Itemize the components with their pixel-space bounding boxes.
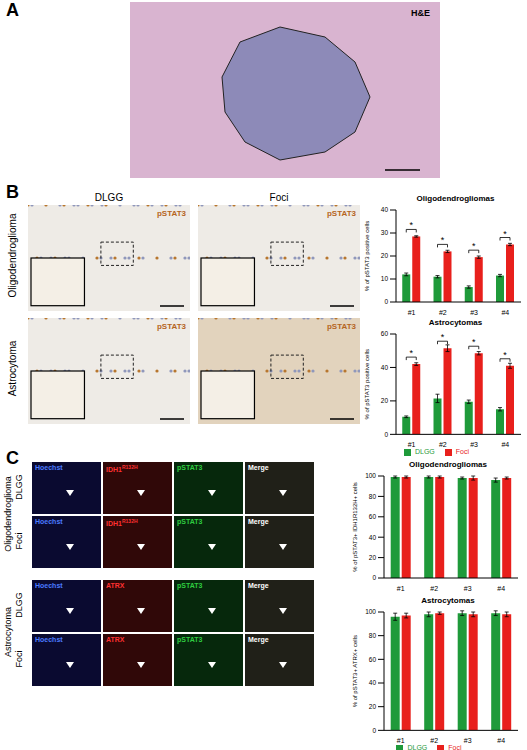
svg-text:#3: #3 <box>464 737 472 744</box>
html-text:Oligodendrogliomas: Oligodendrogliomas <box>416 194 495 203</box>
html-text:Merge: Merge <box>248 464 269 471</box>
svg-text:60: 60 <box>381 330 389 337</box>
html-text:Hoechst: Hoechst <box>35 464 63 471</box>
html-text:Astrocytomas: Astrocytomas <box>428 318 483 327</box>
svg-text:#2: #2 <box>430 737 438 744</box>
html-text:DLGG: DLGG <box>14 592 24 618</box>
svg-text:60: 60 <box>369 656 377 663</box>
html-text:pSTAT3: pSTAT3 <box>177 464 203 471</box>
svg-text:0: 0 <box>384 431 388 438</box>
svg-text:0: 0 <box>372 727 376 734</box>
svg-text:100: 100 <box>365 608 376 615</box>
html-text:B: B <box>6 182 19 202</box>
html-text:DLGG: DLGG <box>94 192 124 203</box>
svg-text:#1: #1 <box>397 737 405 744</box>
html-text:DLGG: DLGG <box>14 474 24 500</box>
html-text:Merge: Merge <box>248 518 269 525</box>
svg-text:40: 40 <box>381 206 389 213</box>
svg-text:#1: #1 <box>397 585 405 592</box>
svg-text:#3: #3 <box>470 309 478 316</box>
svg-text:#2: #2 <box>430 585 438 592</box>
svg-text:*: * <box>472 241 476 251</box>
svg-text:*: * <box>503 350 507 360</box>
svg-text:#3: #3 <box>470 441 478 448</box>
html-text:Merge: Merge <box>248 636 269 643</box>
html-text:ATRX: ATRX <box>106 636 125 643</box>
html-text:Oligodendroglioma: Oligodendroglioma <box>7 213 18 298</box>
html-text:IDH1R132H: IDH1R132H <box>106 464 138 474</box>
html-text:Foci: Foci <box>14 650 24 668</box>
svg-text:#1: #1 <box>408 309 416 316</box>
svg-text:*: * <box>441 332 445 342</box>
svg-text:pSTAT3: pSTAT3 <box>327 209 357 218</box>
html-text:Hoechst: Hoechst <box>35 636 63 643</box>
svg-text:60: 60 <box>369 513 377 520</box>
svg-text:% of pSTAT3 positive cells: % of pSTAT3 positive cells <box>364 349 370 419</box>
svg-text:20: 20 <box>369 554 377 561</box>
html-text:Astrocytoma: Astrocytoma <box>7 340 18 397</box>
svg-text:% of pSTAT3+ IDH1R132H+ cells: % of pSTAT3+ IDH1R132H+ cells <box>352 482 358 571</box>
svg-text:*: * <box>503 229 507 239</box>
html-text:Hoechst: Hoechst <box>35 582 63 589</box>
svg-text:#2: #2 <box>439 309 447 316</box>
html-text:Astrocytoma: Astrocytoma <box>3 607 13 657</box>
svg-text:*: * <box>472 337 476 347</box>
html-text:Merge: Merge <box>248 582 269 589</box>
svg-text:% of pSTAT3+ ATRX+ cells: % of pSTAT3+ ATRX+ cells <box>352 635 358 707</box>
svg-text:pSTAT3: pSTAT3 <box>327 322 357 331</box>
html-text:Foci: Foci <box>14 532 24 550</box>
svg-text:40: 40 <box>369 534 377 541</box>
html-text:Foci: Foci <box>455 448 469 456</box>
svg-text:80: 80 <box>369 493 377 500</box>
svg-text:30: 30 <box>381 229 389 236</box>
svg-text:H&E: H&E <box>411 8 430 18</box>
svg-text:#1: #1 <box>408 441 416 448</box>
svg-text:40: 40 <box>369 679 377 686</box>
svg-text:*: * <box>409 348 413 358</box>
html-text:Foci: Foci <box>269 192 289 203</box>
svg-text:*: * <box>409 220 413 230</box>
svg-text:40: 40 <box>381 364 389 371</box>
svg-text:0: 0 <box>384 298 388 305</box>
svg-text:pSTAT3: pSTAT3 <box>157 322 187 331</box>
svg-text:80: 80 <box>369 632 377 639</box>
html-text:IDH1R132H: IDH1R132H <box>106 518 138 528</box>
html-text:pSTAT3: pSTAT3 <box>177 582 203 589</box>
svg-text:20: 20 <box>381 397 389 404</box>
html-text:Oligodendroglioma: Oligodendroglioma <box>3 476 13 552</box>
svg-text:#4: #4 <box>497 737 505 744</box>
svg-text:100: 100 <box>365 472 376 479</box>
html-text:ATRX: ATRX <box>106 582 125 589</box>
svg-text:#2: #2 <box>439 441 447 448</box>
html-text:Oligodendrogliomas: Oligodendrogliomas <box>409 460 487 469</box>
svg-text:20: 20 <box>381 252 389 259</box>
svg-text:#3: #3 <box>464 585 472 592</box>
svg-text:#4: #4 <box>497 585 505 592</box>
svg-text:pSTAT3: pSTAT3 <box>157 209 187 218</box>
svg-text:20: 20 <box>369 703 377 710</box>
html-text:Astrocytomas: Astrocytomas <box>421 596 475 605</box>
svg-text:0: 0 <box>372 574 376 581</box>
html-text:C: C <box>6 448 19 468</box>
html-text:pSTAT3: pSTAT3 <box>177 636 203 643</box>
svg-text:*: * <box>441 235 445 245</box>
svg-text:#4: #4 <box>501 309 509 316</box>
html-text:Hoechst: Hoechst <box>35 518 63 525</box>
html-text:DLGG: DLGG <box>415 448 435 456</box>
html-text:pSTAT3: pSTAT3 <box>177 518 203 525</box>
svg-text:#4: #4 <box>501 441 509 448</box>
html-text:A: A <box>6 0 19 20</box>
svg-text:10: 10 <box>381 275 389 282</box>
svg-text:% of pSTAT3 positive cells: % of pSTAT3 positive cells <box>364 221 370 291</box>
